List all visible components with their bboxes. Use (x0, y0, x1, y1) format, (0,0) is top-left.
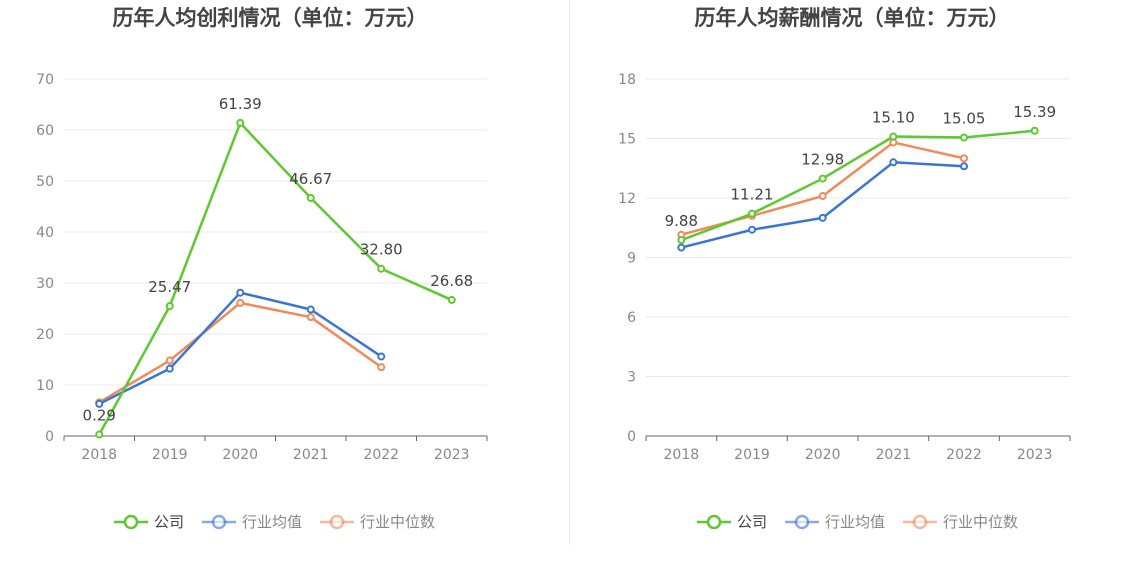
chart0-y-tick-label: 60 (36, 123, 54, 139)
chart0-data-point-0[interactable] (447, 295, 456, 304)
chart1-data-point-1[interactable] (818, 213, 827, 222)
chart1-data-point-1[interactable] (960, 162, 968, 171)
chart1-y-tick-label: 0 (627, 429, 636, 445)
chart1-data-point-1[interactable] (889, 158, 898, 167)
chart0-data-point-1[interactable] (236, 288, 245, 297)
chart0-legend-item-0[interactable]: 公司 (114, 513, 184, 531)
chart1-data-label: 11.21 (731, 186, 774, 204)
chart0-legend-item-1[interactable]: 行业均值 (202, 513, 302, 531)
chart0-legend-marker (329, 514, 345, 530)
chart0-data-point-0[interactable] (306, 193, 315, 202)
chart0-x-tick-label: 2018 (81, 447, 117, 463)
chart0-series-line-0 (98, 121, 453, 436)
chart1-x-tick-label: 2022 (946, 447, 982, 463)
chart1-data-point-0[interactable] (748, 209, 756, 218)
chart0-data-point-1[interactable] (165, 364, 174, 373)
chart1-data-label: 9.88 (665, 212, 698, 230)
chart1-legend-marker (794, 514, 810, 530)
chart0-y-tick-label: 0 (45, 429, 54, 445)
chart0-y-tick-label: 50 (36, 174, 54, 190)
chart1-series-line-0 (680, 129, 1035, 242)
chart1-data-point-0[interactable] (818, 174, 827, 183)
chart0-legend-label: 行业中位数 (360, 513, 435, 531)
chart1-x-tick-label: 2018 (664, 447, 700, 463)
chart0-data-point-2[interactable] (306, 313, 315, 322)
chart1-legend-item-0[interactable]: 公司 (697, 513, 767, 531)
chart0-x-tick-label: 2022 (363, 447, 399, 463)
chart1-title: 历年人均薪酬情况（单位：万元） (695, 6, 1010, 30)
chart1-legend-marker (706, 514, 722, 530)
chart0-data-point-2[interactable] (377, 363, 386, 372)
chart0-y-tick-label: 10 (36, 378, 54, 394)
chart0-legend-marker (123, 514, 139, 530)
chart1-data-label: 12.98 (801, 151, 844, 169)
chart0-data-point-1[interactable] (95, 399, 104, 408)
chart0-legend-label: 公司 (154, 513, 184, 531)
chart1-data-point-2[interactable] (818, 192, 827, 201)
chart0-data-point-0[interactable] (165, 302, 174, 311)
chart1-legend-label: 公司 (737, 513, 767, 531)
chart1-data-label: 15.39 (1013, 103, 1056, 121)
chart0-legend-label: 行业均值 (242, 513, 302, 531)
chart1-y-tick-label: 15 (618, 132, 636, 148)
chart1-y-tick-label: 12 (618, 191, 636, 207)
chart0-data-point-0[interactable] (236, 118, 245, 127)
chart1-legend-item-1[interactable]: 行业均值 (785, 513, 885, 531)
chart1-x-tick-label: 2020 (805, 447, 841, 463)
chart1-legend-item-2[interactable]: 行业中位数 (903, 513, 1018, 531)
chart0-data-label: 26.68 (430, 272, 473, 290)
chart1-y-tick-label: 18 (618, 72, 636, 88)
chart0-legend-item-2[interactable]: 行业中位数 (320, 513, 435, 531)
chart0-data-point-0[interactable] (95, 430, 104, 439)
chart1-x-tick-label: 2021 (876, 447, 912, 463)
chart0-data-point-2[interactable] (165, 356, 174, 365)
profit-per-capita-chart: 历年人均创利情况（单位：万元） 0 10 20 30 40 50 60 70 2018 2019 20… (36, 6, 488, 531)
chart0-data-label: 32.80 (360, 241, 403, 259)
chart1-y-tick-label: 3 (627, 370, 636, 386)
chart1-data-point-0[interactable] (960, 133, 968, 142)
chart0-data-point-1[interactable] (306, 305, 315, 314)
chart0-data-point-2[interactable] (236, 298, 245, 307)
chart0-x-tick-label: 2020 (222, 447, 258, 463)
chart1-data-point-1[interactable] (677, 243, 686, 252)
chart0-data-label: 46.67 (289, 170, 332, 188)
chart1-x-tick-label: 2019 (734, 447, 770, 463)
chart0-data-label: 25.47 (148, 278, 191, 296)
chart1-y-tick-label: 9 (627, 251, 636, 267)
chart0-x-tick-label: 2019 (152, 447, 188, 463)
chart1-data-point-0[interactable] (889, 132, 898, 141)
chart1-data-point-0[interactable] (677, 236, 686, 245)
chart1-legend-label: 行业均值 (825, 513, 885, 531)
chart0-legend-marker (211, 514, 227, 530)
chart0-x-tick-label: 2023 (434, 447, 470, 463)
chart1-data-label: 15.05 (943, 110, 986, 128)
chart0-y-tick-label: 30 (36, 276, 54, 292)
chart0-x-tick-label: 2021 (293, 447, 329, 463)
chart1-data-point-2[interactable] (960, 154, 968, 163)
chart1-data-point-1[interactable] (748, 225, 756, 234)
chart1-legend-marker (912, 514, 928, 530)
chart0-data-point-0[interactable] (377, 264, 386, 273)
chart0-y-tick-label: 20 (36, 327, 54, 343)
chart0-y-tick-label: 40 (36, 225, 54, 241)
chart1-legend-label: 行业中位数 (943, 513, 1018, 531)
panel-divider (569, 0, 570, 545)
chart1-data-point-0[interactable] (1030, 126, 1039, 135)
chart0-data-point-1[interactable] (377, 352, 386, 361)
chart1-y-tick-label: 6 (627, 310, 636, 326)
chart1-x-tick-label: 2023 (1017, 447, 1053, 463)
chart0-title: 历年人均创利情况（单位：万元） (113, 6, 428, 30)
chart0-data-label: 0.29 (83, 407, 116, 425)
chart0-y-tick-label: 70 (36, 72, 54, 88)
chart1-data-label: 15.10 (872, 109, 915, 127)
chart0-data-label: 61.39 (219, 95, 262, 113)
